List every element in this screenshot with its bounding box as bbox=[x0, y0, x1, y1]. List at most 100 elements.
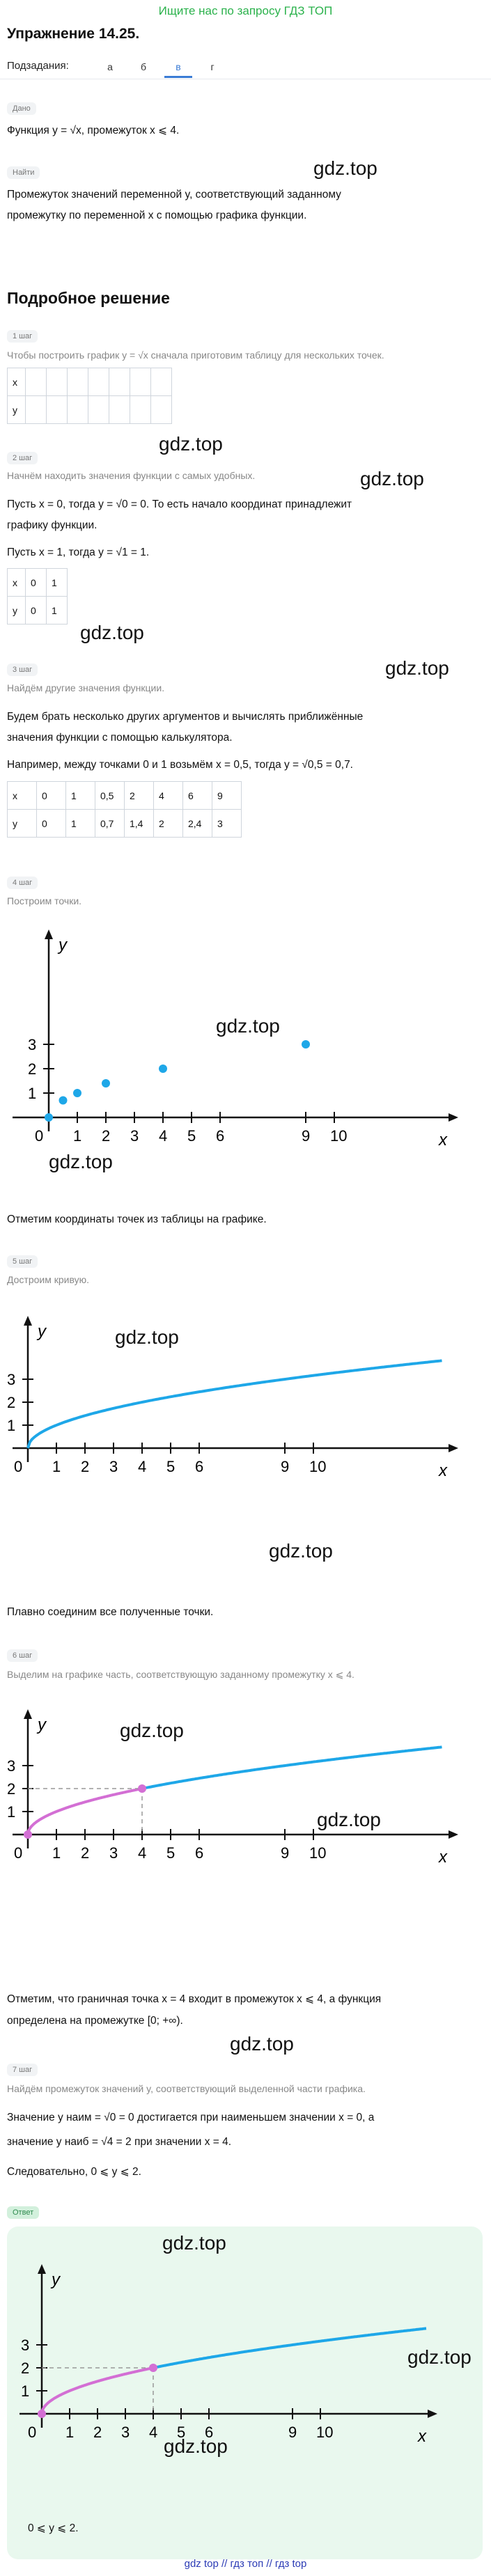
step6-tag: 6 шаг bbox=[7, 1649, 38, 1662]
x-tick-label: 2 bbox=[102, 1127, 110, 1145]
given-text: Функция y = √x, промежуток x ⩽ 4. bbox=[7, 125, 180, 136]
x-tick-label: 9 bbox=[302, 1127, 310, 1145]
watermark: gdz.top bbox=[317, 1809, 381, 1830]
x-tick-label: 4 bbox=[138, 1458, 146, 1475]
table-cell bbox=[109, 368, 130, 396]
watermark: gdz.top bbox=[80, 622, 144, 643]
table-cell: 0 bbox=[36, 781, 66, 810]
step5-hint: Достроим кривую. bbox=[7, 1274, 89, 1285]
x-tick-label: 9 bbox=[288, 2424, 297, 2441]
find-text-2: промежутку по переменной x с помощью гра… bbox=[7, 210, 307, 221]
table-cell: 6 bbox=[182, 781, 212, 810]
y-tick-label: 2 bbox=[28, 1060, 36, 1078]
graph-answer: x y 0 1 2 3 4 5 6 9 10 1 2 3 bbox=[20, 2264, 437, 2446]
highlighted-curve bbox=[26, 1787, 143, 1835]
y-axis-label: y bbox=[57, 936, 68, 955]
x-tick-label: 3 bbox=[130, 1127, 139, 1145]
table-row: y 0 1 0,7 1,4 2 2,4 3 bbox=[7, 809, 242, 838]
subtask-tab-a[interactable]: а bbox=[107, 61, 113, 72]
y-axis-label: y bbox=[50, 2270, 61, 2289]
step2-line-2: графику функции. bbox=[7, 519, 98, 531]
footer-link[interactable]: gdz top // гдз топ // гдз top bbox=[184, 2558, 307, 2570]
x-tick-label: 5 bbox=[166, 1458, 175, 1475]
watermark: gdz.top bbox=[49, 1151, 113, 1172]
y-axis-arrow bbox=[45, 929, 53, 939]
watermark: gdz.top bbox=[385, 657, 449, 679]
x-axis-label: x bbox=[438, 1461, 448, 1480]
table-cell bbox=[67, 368, 88, 396]
step4-after: Отметим координаты точек из таблицы на г… bbox=[7, 1214, 267, 1225]
x-axis-arrow bbox=[449, 1444, 458, 1452]
step1-hint: Чтобы построить график y = √x сначала пр… bbox=[7, 350, 384, 361]
step2-tag: 2 шаг bbox=[7, 451, 38, 464]
table-cell: 2 bbox=[124, 781, 154, 810]
x-axis-arrow bbox=[449, 1830, 458, 1839]
table-row: y bbox=[7, 395, 172, 424]
table-cell bbox=[88, 368, 109, 396]
step3-line-3: Например, между точками 0 и 1 возьмём x … bbox=[7, 759, 353, 771]
table-cell bbox=[150, 395, 172, 424]
data-point bbox=[45, 1113, 53, 1122]
x-tick-label: 5 bbox=[177, 2424, 185, 2441]
x-tick-label: 2 bbox=[81, 1844, 89, 1862]
watermark: gdz.top bbox=[115, 1326, 179, 1348]
x-tick-label: 1 bbox=[52, 1844, 61, 1862]
subtask-tab-v[interactable]: в bbox=[164, 56, 192, 78]
step7-line-1: Значение y наим = √0 = 0 достигается при… bbox=[7, 2112, 375, 2123]
data-point bbox=[59, 1096, 68, 1105]
y-tick-label: 2 bbox=[21, 2359, 29, 2377]
step3-line-2: значения функции с помощью калькулятора. bbox=[7, 732, 233, 744]
x-tick-label: 6 bbox=[195, 1458, 203, 1475]
y-axis-arrow bbox=[24, 1316, 32, 1326]
x-axis-label: x bbox=[438, 1848, 448, 1867]
step2-line-3: Пусть x = 1, тогда y = √1 = 1. bbox=[7, 547, 150, 558]
x-axis-arrow bbox=[449, 1113, 458, 1122]
step7-line-2: значение y наиб = √4 = 2 при значении x … bbox=[7, 2136, 232, 2148]
step5-tag: 5 шаг bbox=[7, 1255, 38, 1268]
graph-highlighted: x y 0 1 2 3 4 5 6 9 10 1 2 3 bbox=[7, 1709, 458, 1867]
table-cell: 1,4 bbox=[124, 809, 154, 838]
table-cell bbox=[109, 395, 130, 424]
step3-line-1: Будем брать несколько других аргументов … bbox=[7, 711, 364, 723]
table-cell: x bbox=[7, 781, 37, 810]
x-tick-label: 10 bbox=[316, 2424, 333, 2441]
watermark: gdz.top bbox=[230, 2033, 294, 2055]
y-tick-label: 3 bbox=[7, 1371, 15, 1388]
top-link[interactable]: Ищите нас по запросу ГДЗ ТОП bbox=[158, 4, 333, 17]
table-cell bbox=[46, 368, 68, 396]
answer-text: 0 ⩽ y ⩽ 2. bbox=[28, 2522, 79, 2534]
table-cell: 0,5 bbox=[95, 781, 125, 810]
table-cell bbox=[25, 368, 47, 396]
data-point bbox=[159, 1065, 167, 1073]
subtask-tab-g[interactable]: г bbox=[210, 61, 215, 72]
sqrt-curve bbox=[153, 2327, 427, 2369]
page-title: Упражнение 14.25. bbox=[7, 26, 140, 42]
table-cell: 1 bbox=[65, 809, 95, 838]
x-tick-label: 4 bbox=[149, 2424, 157, 2441]
table-cell: 3 bbox=[212, 809, 242, 838]
table-cell: 1 bbox=[46, 568, 68, 597]
find-tag: Найти bbox=[7, 166, 40, 179]
x-tick-label: 4 bbox=[138, 1844, 146, 1862]
x-tick-label: 0 bbox=[28, 2424, 36, 2441]
graph-curve: x y 0 1 2 3 4 5 6 9 10 1 2 3 bbox=[7, 1316, 458, 1480]
watermark: gdz.top bbox=[162, 2232, 226, 2254]
x-axis-label: x bbox=[438, 1131, 448, 1149]
sqrt-curve bbox=[26, 1359, 442, 1449]
step6-after-1: Отметим, что граничная точка x = 4 входи… bbox=[7, 1993, 382, 2005]
x-tick-label: 4 bbox=[159, 1127, 167, 1145]
subtask-tab-b[interactable]: б bbox=[140, 61, 147, 72]
table-cell: 4 bbox=[153, 781, 183, 810]
table-cell bbox=[88, 395, 109, 424]
step3-table: x 0 1 0,5 2 4 6 9 y 0 1 0,7 1,4 2 2,4 3 bbox=[7, 781, 242, 838]
y-tick-label: 2 bbox=[7, 1780, 15, 1798]
solution-title: Подробное решение bbox=[7, 289, 170, 307]
x-tick-label: 2 bbox=[93, 2424, 102, 2441]
step3-tag: 3 шаг bbox=[7, 663, 38, 676]
step4-tag: 4 шаг bbox=[7, 876, 38, 889]
data-point bbox=[73, 1089, 81, 1097]
table-cell: 0 bbox=[25, 568, 47, 597]
marked-point bbox=[138, 1784, 146, 1793]
